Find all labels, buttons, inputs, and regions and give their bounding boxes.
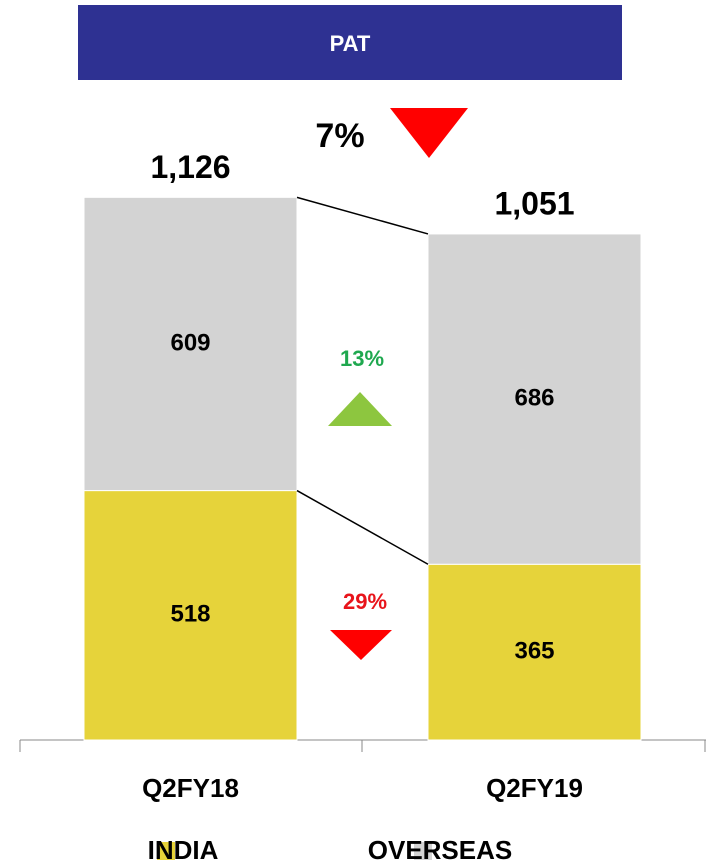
bar-segment [83, 490, 298, 741]
chart-title: PAT [330, 31, 371, 56]
data-label: 518 [170, 601, 210, 628]
annotation: 13% [340, 346, 384, 371]
connector [296, 489, 429, 565]
bar-segment [83, 196, 298, 492]
total-label: 1,126 [150, 149, 230, 185]
legend-swatch [414, 842, 432, 860]
annotation: 7% [315, 117, 364, 155]
annotation: 29% [343, 589, 387, 614]
data-label: 365 [514, 637, 554, 664]
bar-segment [427, 233, 642, 565]
legend-swatch [157, 842, 175, 860]
data-label: 686 [514, 384, 554, 411]
x-tick-label: Q2FY18 [142, 773, 239, 803]
x-tick-label: Q2FY19 [486, 773, 583, 803]
title-banner [78, 5, 622, 80]
total-label: 1,051 [494, 185, 574, 221]
connector [296, 196, 429, 235]
data-label: 609 [170, 329, 210, 356]
up-arrow [328, 392, 392, 426]
legend-label: INDIA [148, 835, 219, 865]
down-arrow [390, 108, 468, 158]
legend-label: OVERSEAS [368, 835, 513, 865]
down-arrow [330, 630, 392, 660]
bar-segment [427, 563, 642, 741]
